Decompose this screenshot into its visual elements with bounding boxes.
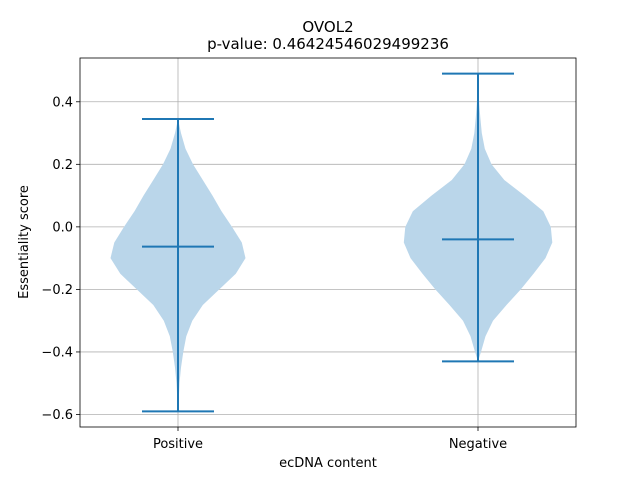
x-axis-label: ecDNA content bbox=[279, 456, 377, 471]
x-tick-label: Positive bbox=[153, 437, 203, 452]
y-axis-label: Essentiality score bbox=[17, 185, 32, 299]
y-tick-label: 0.0 bbox=[52, 220, 73, 235]
y-tick-label: 0.4 bbox=[52, 95, 73, 110]
chart-subtitle: p-value: 0.46424546029499236 bbox=[207, 35, 449, 53]
y-tick-label: −0.4 bbox=[41, 345, 73, 360]
y-tick-label: −0.2 bbox=[41, 283, 73, 298]
chart-title: OVOL2 bbox=[302, 18, 353, 36]
y-tick-label: −0.6 bbox=[41, 408, 73, 423]
y-axis-ticks: −0.6 −0.4 −0.2 0.0 0.2 0.4 bbox=[41, 95, 80, 423]
y-tick-label: 0.2 bbox=[52, 158, 73, 173]
plot-frame bbox=[79, 57, 577, 428]
x-tick-label: Negative bbox=[449, 437, 507, 452]
violins bbox=[110, 72, 553, 413]
x-axis-ticks: Positive Negative bbox=[153, 427, 507, 452]
